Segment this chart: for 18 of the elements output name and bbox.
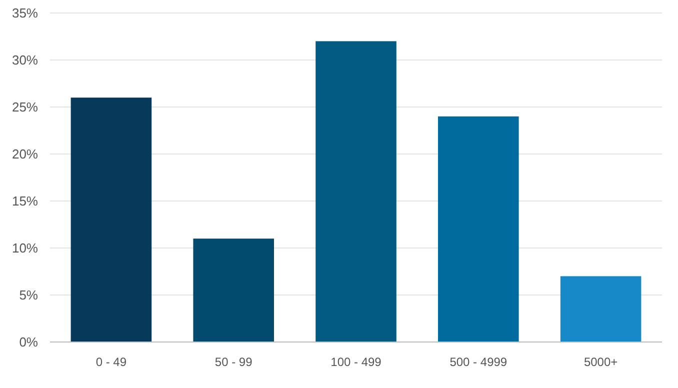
x-tick-label: 50 - 99: [214, 355, 253, 369]
y-tick-label: 0%: [19, 334, 38, 350]
y-tick-label: 10%: [12, 240, 38, 256]
x-tick-label: 500 - 4999: [450, 355, 508, 369]
bar: [438, 116, 519, 342]
bar: [70, 98, 152, 342]
x-tick-label: 0 - 49: [96, 355, 127, 369]
y-tick-label: 30%: [12, 52, 38, 68]
y-tick-label: 15%: [12, 194, 38, 209]
bar: [193, 238, 274, 342]
bar: [560, 276, 642, 342]
y-tick-label: 25%: [12, 100, 38, 115]
y-tick-label: 5%: [19, 288, 38, 303]
bar: [316, 41, 396, 342]
y-tick-label: 35%: [12, 6, 38, 21]
y-tick-label: 20%: [12, 146, 38, 162]
x-tick-label: 100 - 499: [330, 355, 382, 369]
x-tick-label: 5000+: [584, 355, 618, 369]
